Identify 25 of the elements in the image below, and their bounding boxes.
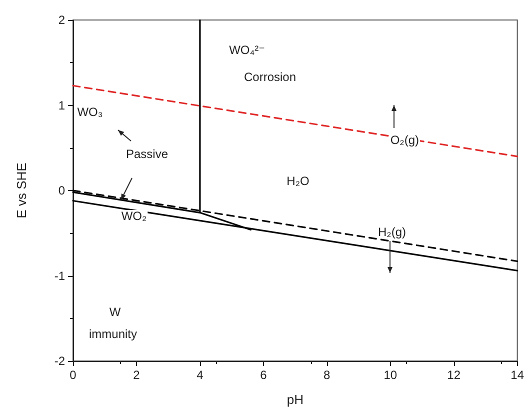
x-tick-label: 4 (196, 368, 204, 382)
annotation: H₂(g) (378, 225, 406, 239)
y-tick-label: 2 (58, 13, 66, 27)
annotation: Corrosion (244, 70, 296, 84)
annotation: H₂O (286, 174, 310, 188)
annotation: WO₃ (77, 105, 103, 119)
annotation: W (109, 305, 122, 319)
y-tick-label: -1 (54, 268, 66, 283)
annotation: Passive (126, 147, 168, 161)
y-tick-label: 1 (58, 98, 66, 112)
x-tick-label: 14 (510, 368, 524, 382)
annotation: immunity (88, 327, 138, 341)
x-tick-label: 6 (260, 368, 268, 382)
y-tick-label: -2 (54, 354, 66, 368)
x-tick-label: 8 (324, 368, 331, 382)
x-axis-title: pH (286, 392, 304, 407)
x-tick-label: 0 (70, 368, 77, 382)
x-tick-label: 12 (447, 368, 461, 382)
y-tick-label: 0 (58, 184, 66, 198)
annotation: O₂(g) (390, 133, 419, 148)
x-tick-label: 2 (133, 368, 140, 382)
x-tick-label: 10 (384, 368, 398, 382)
annotation: WO₄²⁻ (229, 43, 265, 57)
y-axis-title: E vs SHE (14, 162, 29, 218)
annotation: WO₂ (121, 209, 147, 223)
